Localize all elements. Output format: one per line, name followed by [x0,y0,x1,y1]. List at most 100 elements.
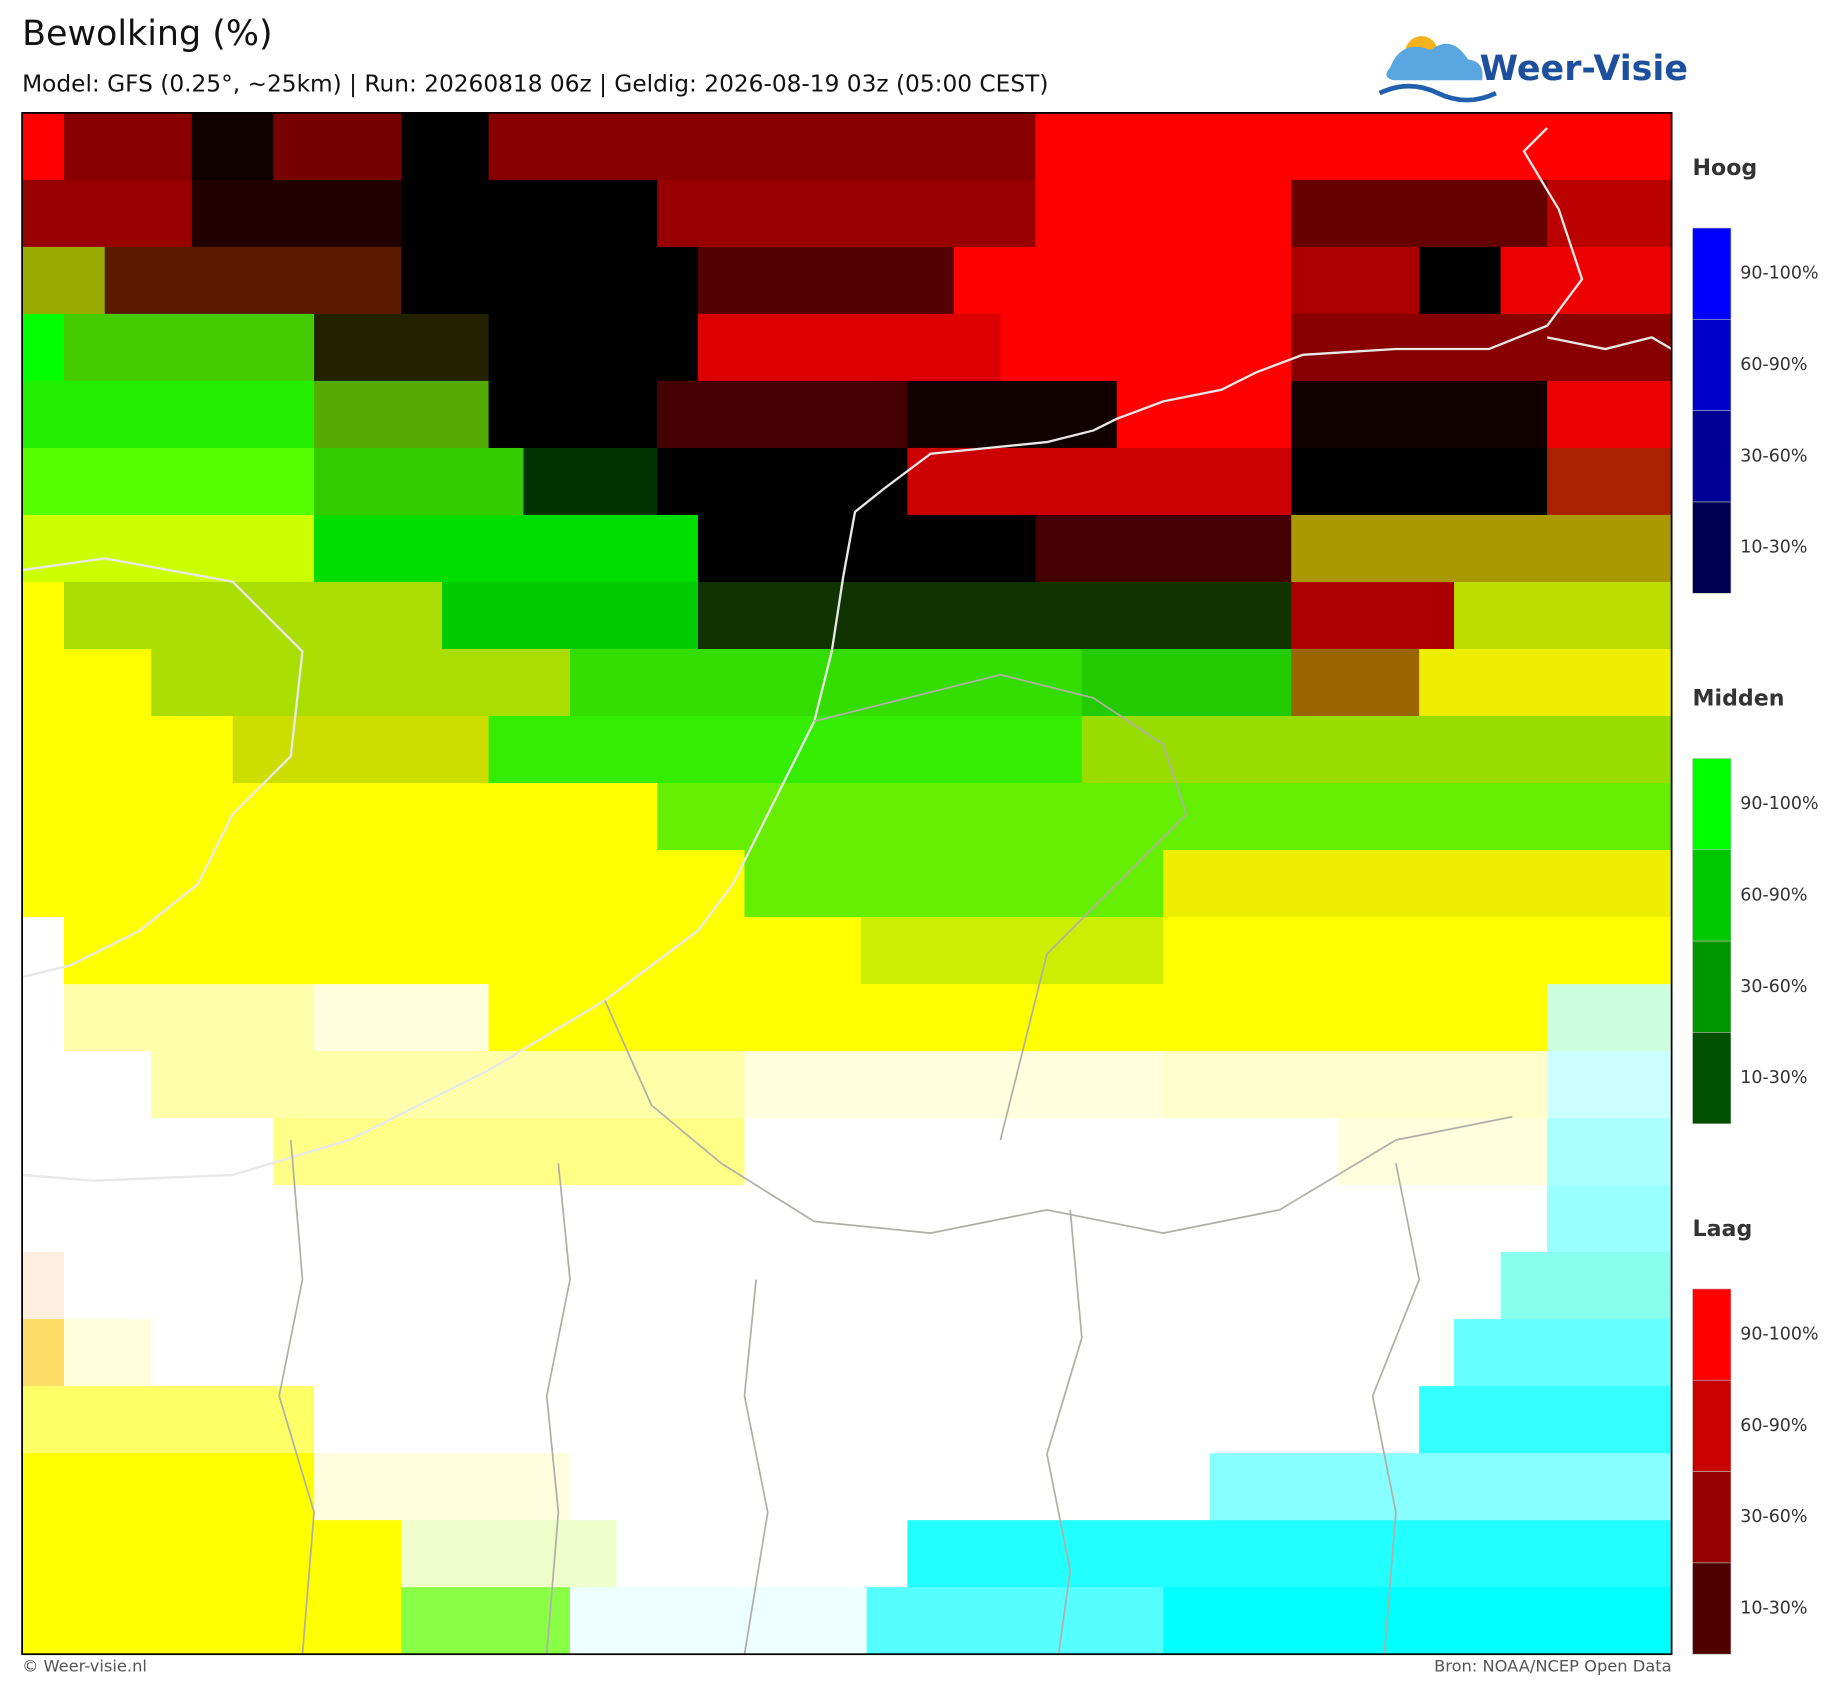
cloud-cell [488,716,1083,784]
border [545,1163,571,1655]
cloud-cell [570,1587,868,1655]
cloud-cell [104,246,402,315]
title: Bewolking (%) [22,14,273,54]
cloud-cell [22,1319,65,1387]
cloud-cell [1547,380,1673,449]
cloud-cell [1000,313,1292,382]
cloud-cell [907,447,1292,516]
cloud-cell [570,648,1083,717]
footer-left: © Weer-visie.nl [22,1657,147,1676]
cloud-cell [1081,648,1292,717]
cloud-cell [1547,984,1673,1052]
cloud-cell [1163,917,1673,985]
legend-label: 60-90% [1740,885,1807,905]
cloud-cell [953,246,1292,315]
logo-text: Weer-Visie [1480,49,1688,89]
cloud-cell [314,1386,1420,1454]
cloud-cell [1081,716,1673,784]
cloud-cell [657,179,1036,248]
border [814,673,1188,1141]
cloud-cell [401,246,699,315]
legend-swatch [1692,319,1732,411]
logo-cloud [1386,43,1483,81]
coast-north [842,127,1584,577]
cloud-cell [401,1587,571,1655]
cloud-cell [697,313,1001,382]
cloud-cell [22,112,65,181]
cloud-cell [22,179,193,248]
footer-right: Bron: NOAA/NCEP Open Data [1434,1657,1672,1676]
cloud-cell [697,514,1036,583]
cloud-cell [314,984,490,1052]
cloud-cell [1291,447,1548,516]
legend-swatch [1692,1288,1732,1381]
legend-label: 60-90% [1740,355,1807,375]
cloud-cell [314,514,699,583]
cloud-cell [488,984,1548,1052]
cloud-cell [657,783,1673,851]
coast-west [22,575,845,1182]
legend-label: 10-30% [1740,538,1807,558]
cloud-cell [22,1453,315,1521]
cloud-cell [1291,581,1455,650]
cloud-cell [63,313,315,382]
legend-swatch [1692,410,1732,503]
cloud-cell [907,380,1118,449]
cloud-cell [22,313,65,382]
cloud-cell [22,783,658,851]
cloud-cell [1163,850,1673,918]
legend-label: 90-100% [1740,264,1818,284]
cloud-cell [22,1118,274,1186]
map [22,112,1673,1655]
cloud-cell [63,984,315,1052]
legend-label: 30-60% [1740,977,1807,997]
cloud-cell [860,917,1164,985]
cloud-cell [1035,179,1292,248]
cloud-cell [273,112,402,181]
cloud-cell [1419,246,1502,315]
cloud-cell [1291,246,1420,315]
cloud-cell [744,1118,1339,1186]
cloud-cell [1547,447,1673,516]
cloud-cell [1163,1051,1548,1119]
cloud-cell [1035,112,1673,181]
legend-label: 60-90% [1740,1416,1807,1436]
cloud-cell [232,716,490,784]
cloud-cell [401,1520,618,1588]
legend-swatch [1692,1032,1732,1125]
cloud-cell [907,1520,1673,1588]
subtitle: Model: GFS (0.25°, ~25km) | Run: 2026081… [22,70,1048,97]
cloud-cell [1116,380,1292,449]
cloud-cell [22,917,65,985]
logo: Weer-Visie [1378,36,1688,103]
legend-swatch [1692,940,1732,1033]
cloud-cell [151,1319,1455,1387]
cloud-cell [191,179,402,248]
legend-title: Hoog [1693,155,1758,181]
cloud-cell [314,313,490,382]
cloud-cell [1500,1252,1673,1320]
cloud-cell [488,380,658,449]
cloud-cell [1209,1453,1673,1521]
cloud-cell [1163,1587,1673,1655]
cloud-cell [1500,246,1673,315]
cloud-cell [22,1051,152,1119]
cloud-cell [488,313,699,382]
cloud-cell [63,1252,1502,1320]
cloud-cell [22,850,746,918]
cloud-cell [570,1453,1211,1521]
coast-uk [21,557,304,979]
legend-swatch [1692,849,1732,942]
legend-label: 90-100% [1740,1325,1818,1345]
border [278,1139,315,1655]
cloud-cell [616,1520,908,1588]
legend-swatch [1692,758,1732,851]
cloud-cell [401,112,490,181]
cloud-cell [401,179,658,248]
cloud-cell [1454,1319,1673,1387]
border [743,1279,769,1655]
cloud-cell [22,984,65,1052]
legend-swatch [1692,1471,1732,1564]
